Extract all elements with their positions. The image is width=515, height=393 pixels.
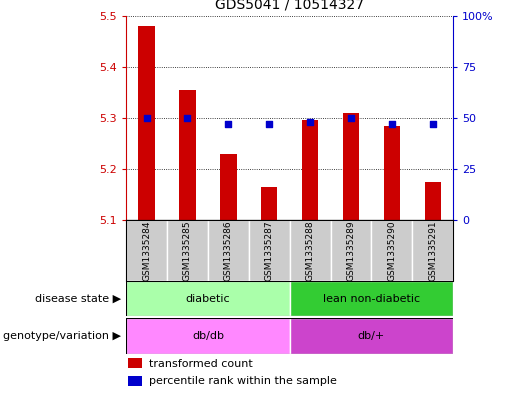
Bar (139, 26, 155, 220)
Point (265, 121, 273, 127)
Bar (179, 90, 196, 220)
Point (347, 115, 355, 121)
Text: GSM1335289: GSM1335289 (347, 220, 355, 281)
Title: GDS5041 / 10514327: GDS5041 / 10514327 (215, 0, 364, 12)
Bar (302, 120, 318, 220)
Bar (343, 113, 359, 220)
Bar (261, 187, 278, 220)
Text: db/+: db/+ (358, 331, 385, 341)
Point (428, 121, 437, 127)
Bar (220, 154, 236, 220)
Bar (128, 358, 142, 368)
Text: GSM1335287: GSM1335287 (265, 220, 274, 281)
Text: GSM1335291: GSM1335291 (428, 220, 437, 281)
Bar (289, 318, 453, 354)
Text: db/db: db/db (192, 331, 224, 341)
Text: disease state ▶: disease state ▶ (35, 294, 121, 304)
Bar (249, 220, 289, 281)
Point (306, 119, 314, 125)
Bar (384, 125, 400, 220)
Text: lean non-diabetic: lean non-diabetic (323, 294, 420, 304)
Bar (128, 376, 142, 386)
Point (224, 121, 232, 127)
Text: GSM1335284: GSM1335284 (142, 220, 151, 281)
Text: GSM1335288: GSM1335288 (305, 220, 315, 281)
Text: GSM1335286: GSM1335286 (224, 220, 233, 281)
Text: GSM1335285: GSM1335285 (183, 220, 192, 281)
Text: transformed count: transformed count (149, 358, 253, 369)
Point (143, 115, 151, 121)
Bar (126, 318, 289, 354)
Point (388, 121, 396, 127)
Text: diabetic: diabetic (185, 294, 230, 304)
Text: genotype/variation ▶: genotype/variation ▶ (3, 331, 121, 341)
Bar (331, 220, 371, 281)
Bar (413, 220, 453, 281)
Text: percentile rank within the sample: percentile rank within the sample (149, 376, 337, 386)
Bar (289, 281, 453, 316)
Bar (126, 281, 289, 316)
Bar (167, 220, 208, 281)
Bar (424, 182, 441, 220)
Point (183, 115, 192, 121)
Bar (208, 220, 249, 281)
Bar (126, 220, 167, 281)
Bar (371, 220, 413, 281)
Bar (289, 220, 331, 281)
Text: GSM1335290: GSM1335290 (387, 220, 397, 281)
